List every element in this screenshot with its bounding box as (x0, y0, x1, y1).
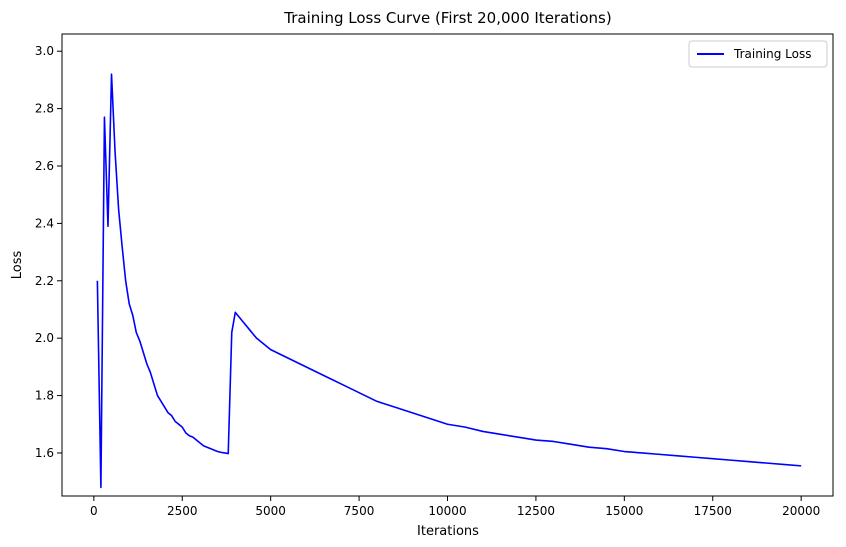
y-tick-label: 2.4 (35, 216, 54, 230)
chart-title: Training Loss Curve (First 20,000 Iterat… (283, 9, 611, 27)
x-axis-label: Iterations (417, 524, 479, 539)
y-axis-ticks: 1.6 1.8 2.0 2.2 2.4 2.6 2.8 3.0 (35, 44, 62, 460)
legend-box (688, 40, 828, 68)
series-line-training-loss (96, 73, 802, 489)
y-axis-label: Loss (10, 251, 25, 280)
x-tick-label: 20000 (782, 504, 820, 518)
x-tick-label: 10000 (428, 504, 466, 518)
x-axis-ticks: 0 2500 5000 7500 10000 12500 15000 17500 20000 (90, 496, 820, 518)
series-layer (96, 73, 802, 489)
x-tick-label: 2500 (167, 504, 198, 518)
y-tick-label: 2.6 (35, 159, 54, 173)
y-tick-label: 1.8 (35, 389, 54, 403)
x-tick-label: 0 (90, 504, 98, 518)
y-tick-label: 2.8 (35, 102, 54, 116)
x-tick-label: 12500 (517, 504, 555, 518)
x-tick-label: 5000 (255, 504, 286, 518)
legend-label-training-loss: Training Loss (733, 47, 811, 61)
x-tick-label: 17500 (694, 504, 732, 518)
x-tick-label: 7500 (344, 504, 375, 518)
legend: Training Loss (688, 40, 828, 68)
y-tick-label: 1.6 (35, 446, 54, 460)
y-tick-label: 3.0 (35, 44, 54, 58)
x-tick-label: 15000 (605, 504, 643, 518)
plot-frame (61, 33, 834, 497)
y-tick-label: 2.2 (35, 274, 54, 288)
y-tick-label: 2.0 (35, 331, 54, 345)
